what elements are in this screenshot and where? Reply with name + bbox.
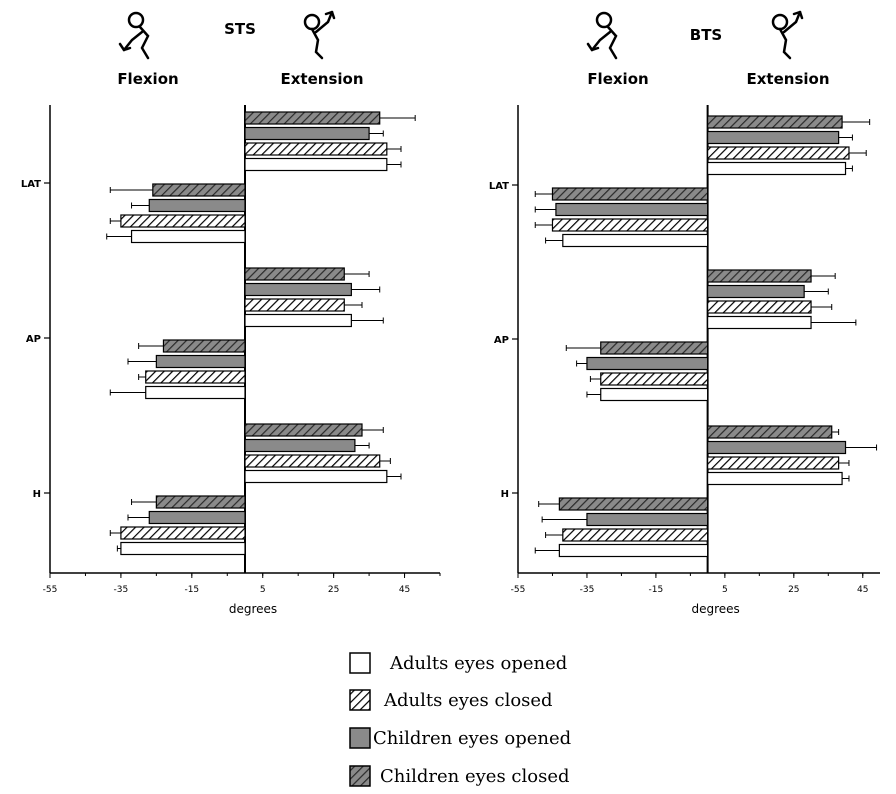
bar bbox=[130, 229, 246, 244]
x-tick-label: 45 bbox=[857, 585, 868, 595]
bar bbox=[244, 313, 352, 328]
bar bbox=[707, 440, 847, 455]
bar bbox=[707, 284, 805, 299]
flexion-figure-icon bbox=[118, 11, 150, 60]
bar bbox=[707, 146, 850, 160]
bar bbox=[562, 233, 709, 248]
legend-item: Adults eyes opened bbox=[349, 652, 567, 674]
bar bbox=[120, 526, 246, 540]
legend-label: Children eyes opened bbox=[373, 728, 571, 749]
x-tick-label: -55 bbox=[511, 585, 526, 595]
bar bbox=[707, 300, 812, 314]
bar bbox=[558, 497, 709, 511]
extension-figure-icon bbox=[303, 10, 336, 60]
bar bbox=[707, 425, 833, 439]
y-category-label: LAT bbox=[489, 181, 509, 192]
bar bbox=[244, 298, 345, 312]
legend-item: Children eyes opened bbox=[349, 727, 571, 749]
x-tick-label: -15 bbox=[184, 585, 199, 595]
legend-swatch bbox=[349, 689, 371, 711]
y-category-label: AP bbox=[26, 334, 41, 345]
bar bbox=[162, 339, 246, 353]
bar bbox=[562, 528, 709, 542]
legend-item: Adults eyes closed bbox=[349, 689, 553, 711]
legend-label: Children eyes closed bbox=[380, 766, 570, 787]
extension-label: Extension bbox=[747, 70, 830, 88]
bar bbox=[155, 354, 246, 369]
x-tick-label: -35 bbox=[114, 585, 129, 595]
bar bbox=[244, 454, 381, 468]
bar bbox=[244, 423, 363, 437]
flexion-label: Flexion bbox=[117, 70, 178, 88]
flexion-label: Flexion bbox=[587, 70, 648, 88]
bar bbox=[152, 183, 246, 197]
x-tick-label: 25 bbox=[328, 585, 339, 595]
bar bbox=[586, 356, 709, 371]
legend-label: Adults eyes closed bbox=[383, 690, 553, 711]
bar bbox=[558, 543, 709, 558]
bar bbox=[551, 218, 709, 232]
x-tick-label: -55 bbox=[43, 585, 58, 595]
x-tick-label: -15 bbox=[649, 585, 664, 595]
bar bbox=[707, 161, 847, 176]
bar bbox=[120, 214, 246, 228]
bar bbox=[145, 370, 246, 384]
bar bbox=[707, 115, 843, 129]
bar bbox=[707, 269, 812, 283]
x-axis-label: degrees bbox=[229, 602, 277, 616]
bar bbox=[244, 126, 370, 141]
bar bbox=[148, 198, 246, 213]
bar bbox=[707, 130, 840, 145]
legend: Adults eyes opened Adults eyes closed Ch… bbox=[349, 652, 571, 787]
extension-figure-icon bbox=[771, 10, 804, 60]
panel-title-sts: STS bbox=[224, 20, 256, 38]
bar bbox=[551, 187, 709, 201]
legend-swatch bbox=[349, 652, 371, 674]
x-tick-label: 5 bbox=[722, 585, 728, 595]
y-category-label: H bbox=[33, 489, 41, 500]
bar bbox=[244, 267, 345, 281]
bar bbox=[244, 438, 356, 453]
x-tick-label: 25 bbox=[788, 585, 799, 595]
bar bbox=[145, 385, 246, 400]
bar bbox=[244, 142, 388, 156]
bar bbox=[148, 510, 246, 525]
bar bbox=[586, 512, 709, 527]
bar bbox=[244, 111, 381, 125]
legend-swatch bbox=[349, 765, 371, 787]
x-axis-label: degrees bbox=[691, 602, 739, 616]
legend-swatch bbox=[349, 727, 371, 749]
bar bbox=[600, 372, 709, 386]
bar bbox=[707, 315, 812, 330]
y-category-label: LAT bbox=[21, 179, 41, 190]
y-category-label: AP bbox=[494, 335, 509, 346]
x-tick-label: 45 bbox=[399, 585, 410, 595]
bar bbox=[244, 282, 352, 297]
bar bbox=[555, 202, 709, 217]
y-category-label: H bbox=[501, 489, 509, 500]
x-tick-label: 5 bbox=[260, 585, 266, 595]
legend-label: Adults eyes opened bbox=[389, 653, 567, 674]
flexion-figure-icon bbox=[586, 11, 618, 60]
extension-label: Extension bbox=[281, 70, 364, 88]
panel-sts: -55 -35 -15 5 25 45 degrees LAT AP H bbox=[21, 105, 441, 616]
panel-title-bts: BTS bbox=[690, 26, 722, 44]
panel-bts: -55 -35 -15 5 25 45 degrees LAT AP H bbox=[489, 105, 880, 616]
bar bbox=[600, 387, 709, 402]
bar bbox=[244, 157, 388, 172]
x-tick-label: -35 bbox=[580, 585, 595, 595]
legend-item: Children eyes closed bbox=[349, 765, 570, 787]
bar bbox=[120, 541, 246, 556]
bar bbox=[707, 456, 840, 470]
bar bbox=[707, 471, 843, 486]
bar bbox=[600, 341, 709, 355]
bar bbox=[244, 469, 388, 484]
bar bbox=[155, 495, 246, 509]
